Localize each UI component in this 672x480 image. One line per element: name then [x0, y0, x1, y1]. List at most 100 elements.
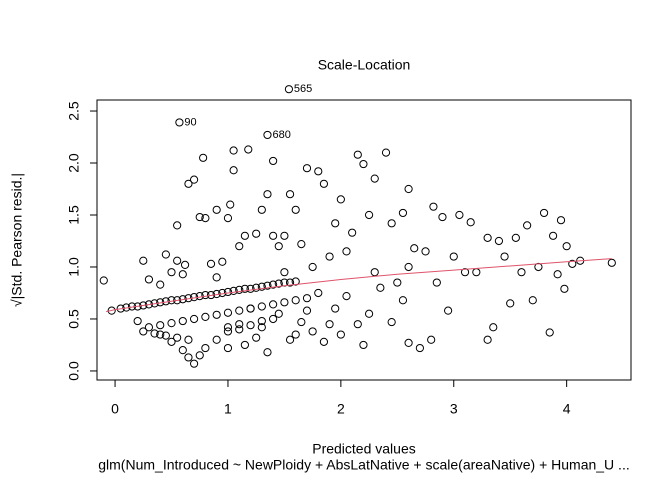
point: [325, 252, 334, 261]
point: [195, 212, 204, 222]
point: [235, 242, 244, 251]
point: [280, 268, 289, 277]
point: [387, 219, 396, 228]
point: [269, 280, 278, 289]
point: [556, 216, 566, 225]
point: [257, 323, 266, 332]
point: [449, 252, 458, 261]
point: [263, 190, 272, 199]
point: [161, 331, 170, 340]
point: [184, 179, 193, 188]
x-axis-label: Predicted values: [312, 441, 416, 457]
point: [364, 309, 374, 318]
point: [246, 304, 255, 313]
point: [99, 276, 108, 285]
point: [184, 353, 193, 362]
point: [223, 287, 233, 297]
point: [201, 312, 210, 321]
point: [235, 325, 244, 334]
point: [387, 317, 396, 327]
point: [511, 233, 520, 242]
point: [178, 270, 187, 279]
point: [156, 280, 165, 289]
point: [483, 233, 492, 242]
point: [297, 317, 306, 327]
point: [336, 195, 345, 204]
x-tick-label: 3: [450, 401, 458, 417]
point: [257, 302, 266, 311]
point: [269, 300, 278, 309]
point: [370, 174, 379, 183]
point: [421, 247, 430, 256]
point: [235, 306, 244, 315]
point: [342, 291, 351, 301]
point: [308, 262, 317, 272]
point: [139, 301, 148, 310]
y-tick-label: 2.5: [66, 101, 82, 121]
point: [560, 284, 569, 293]
point: [269, 231, 278, 240]
point: [432, 278, 441, 287]
point: [359, 159, 368, 169]
point: [415, 343, 424, 353]
point: [325, 320, 334, 329]
point: [167, 337, 176, 346]
point: [195, 291, 204, 301]
point: [528, 296, 537, 305]
labeled-point: [263, 130, 272, 140]
point: [240, 284, 249, 293]
point: [161, 250, 170, 259]
point: [139, 256, 148, 265]
labeled-point: [175, 118, 184, 127]
point: [308, 327, 317, 336]
point: [167, 296, 176, 305]
y-tick-label: 0.0: [66, 361, 82, 381]
point: [269, 314, 278, 324]
point: [195, 351, 204, 360]
point: [107, 306, 116, 315]
point: [229, 286, 238, 295]
point: [257, 205, 266, 214]
point: [212, 205, 221, 214]
point: [466, 218, 475, 227]
point: [144, 323, 154, 332]
point: [398, 208, 408, 218]
point: [173, 256, 182, 265]
point: [398, 296, 408, 305]
point: [291, 296, 300, 305]
point: [212, 273, 221, 282]
point: [393, 278, 402, 287]
point: [257, 282, 266, 291]
point: [404, 262, 413, 272]
point: [410, 244, 419, 253]
point: [133, 316, 142, 326]
point: [274, 279, 283, 288]
plot-box: [96, 99, 632, 381]
point: [562, 242, 571, 251]
point: [291, 330, 300, 339]
point: [370, 268, 379, 277]
subtitle: glm(Num_Introduced ~ NewPloidy + AbsLatN…: [98, 457, 629, 473]
point: [331, 219, 340, 228]
point: [460, 268, 470, 277]
smoother-line: [105, 258, 612, 313]
point: [246, 284, 255, 293]
point: [381, 148, 391, 157]
y-tick-label: 2.0: [66, 153, 82, 173]
point: [494, 236, 504, 246]
point: [263, 281, 272, 290]
point: [517, 268, 526, 277]
point: [545, 328, 554, 337]
point: [167, 319, 176, 328]
point: [302, 306, 312, 315]
point-label: 680: [272, 129, 290, 141]
point: [506, 299, 515, 308]
point-label: 565: [294, 83, 312, 95]
x-tick-label: 1: [224, 401, 232, 417]
point: [348, 228, 357, 237]
point: [539, 208, 549, 218]
point: [274, 242, 283, 251]
point: [319, 179, 329, 188]
point: [285, 278, 295, 287]
